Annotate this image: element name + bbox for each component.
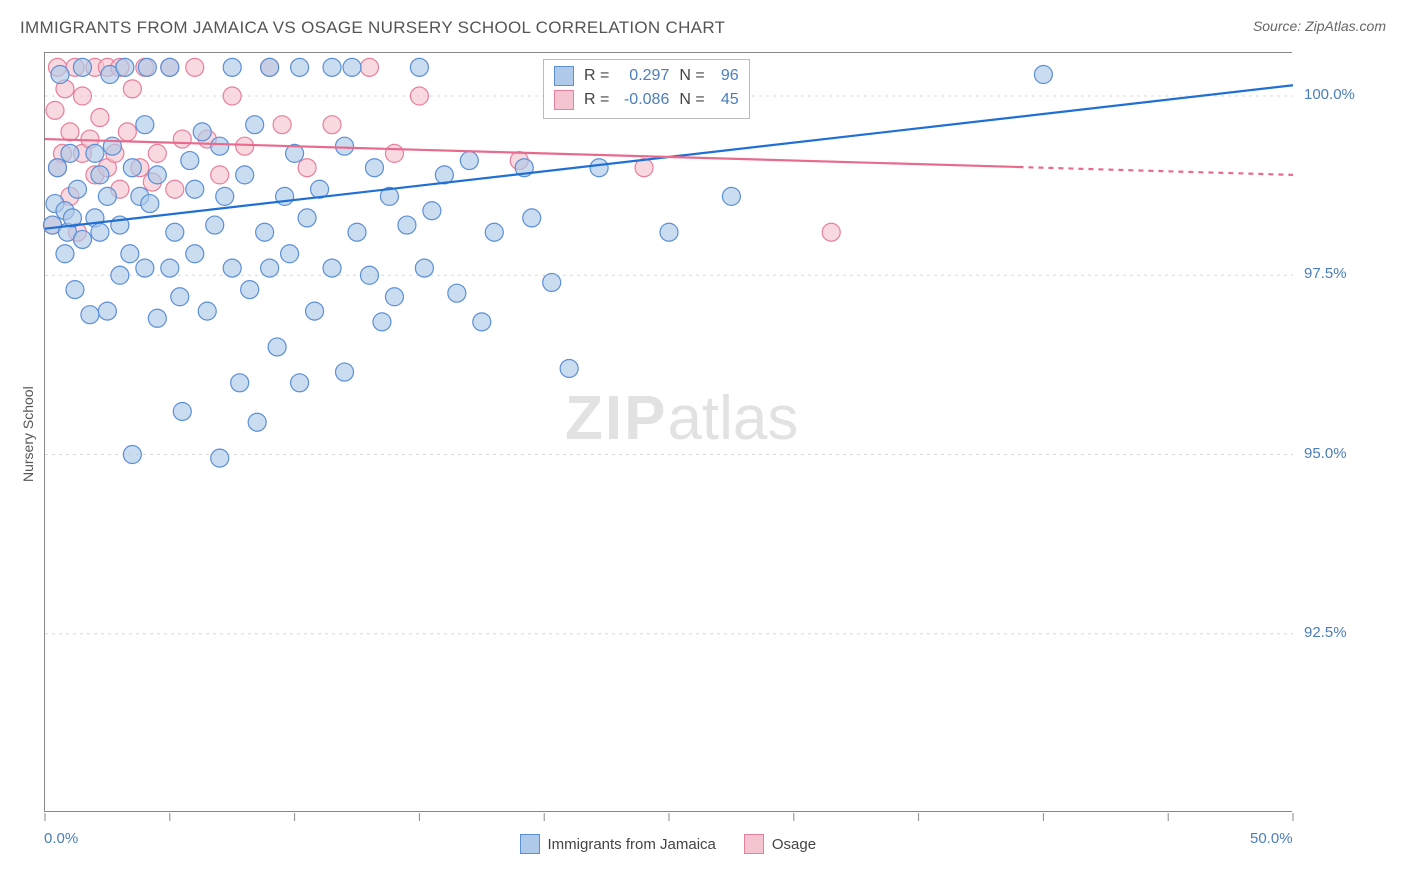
y-tick-label: 100.0% <box>1304 86 1355 103</box>
legend-swatch-osage <box>554 90 574 110</box>
bottom-legend-item-immigrants: Immigrants from Jamaica <box>520 834 716 854</box>
stats-row-immigrants: R =0.297N =96 <box>554 64 739 88</box>
bottom-legend-item-osage: Osage <box>744 834 816 854</box>
legend-swatch-immigrants <box>520 834 540 854</box>
y-tick-label: 97.5% <box>1304 265 1347 282</box>
bottom-legend: Immigrants from Jamaica Osage <box>520 834 817 854</box>
legend-swatch-osage <box>744 834 764 854</box>
chart-svg <box>45 53 1293 813</box>
legend-swatch-immigrants <box>554 66 574 86</box>
stats-row-osage: R =-0.086N =45 <box>554 88 739 112</box>
y-axis-label: Nursery School <box>20 386 36 482</box>
chart-source: Source: ZipAtlas.com <box>1253 18 1386 34</box>
x-tick-label: 0.0% <box>44 830 78 847</box>
legend-label-osage: Osage <box>772 836 816 853</box>
legend-label-immigrants: Immigrants from Jamaica <box>548 836 716 853</box>
chart-title: IMMIGRANTS FROM JAMAICA VS OSAGE NURSERY… <box>20 18 725 38</box>
y-tick-label: 92.5% <box>1304 624 1347 641</box>
x-tick-label: 50.0% <box>1250 830 1293 847</box>
stats-legend-box: R =0.297N =96R =-0.086N =45 <box>543 59 750 119</box>
chart-plot-area: ZIPatlas R =0.297N =96R =-0.086N =45 <box>44 52 1292 812</box>
y-tick-label: 95.0% <box>1304 445 1347 462</box>
